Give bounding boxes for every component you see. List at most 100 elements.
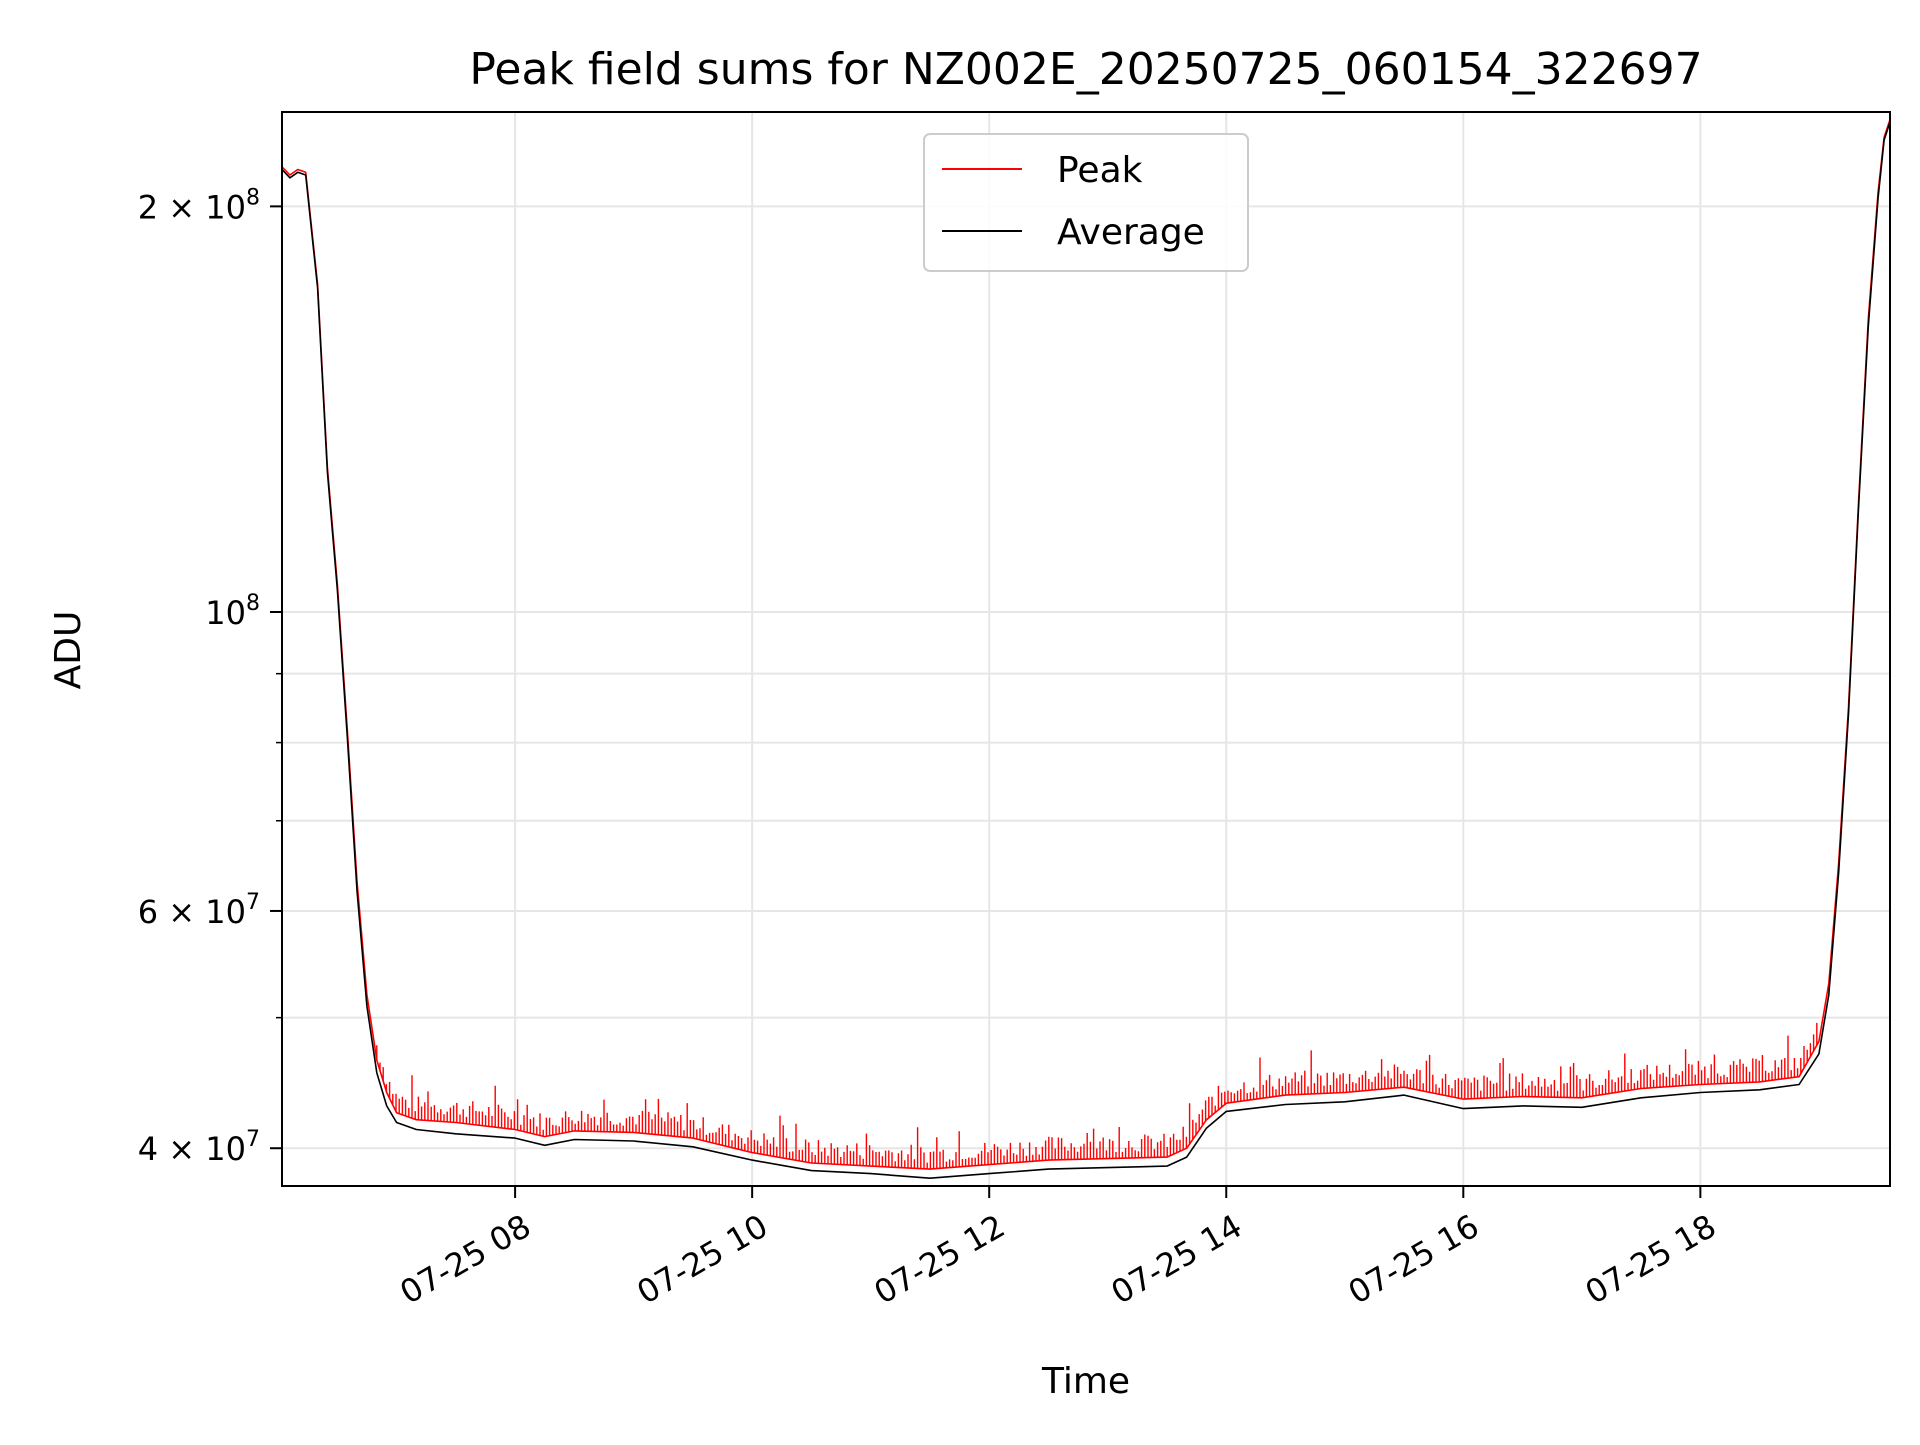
- series-point-average: [1828, 994, 1830, 996]
- series-point-average: [455, 1133, 457, 1135]
- series-point-peak: [376, 1059, 378, 1061]
- series-point-average: [1867, 325, 1869, 327]
- y-tick-label-exponent: 8: [246, 591, 260, 616]
- series-point-average: [317, 287, 319, 289]
- legend: Peak Average: [923, 133, 1249, 272]
- series-point-peak: [1048, 1159, 1050, 1161]
- series-point-average: [1344, 1101, 1346, 1103]
- series-point-average: [356, 891, 358, 893]
- series-point-peak: [929, 1168, 931, 1170]
- series-point-average: [1522, 1105, 1524, 1107]
- series-point-average: [346, 734, 348, 736]
- y-tick-label: 2 × 108: [138, 185, 260, 226]
- series-point-average: [1818, 1053, 1820, 1055]
- series-point-average: [1285, 1104, 1287, 1106]
- series-point-peak: [297, 169, 299, 171]
- x-axis-label: Time: [1041, 1361, 1130, 1402]
- legend-label-peak: Peak: [1057, 150, 1143, 191]
- y-tick-label-exponent: 7: [246, 1127, 260, 1152]
- series-point-peak: [633, 1131, 635, 1133]
- series-point-peak: [573, 1130, 575, 1132]
- series-point-average: [1206, 1127, 1208, 1129]
- legend-label-average: Average: [1057, 212, 1205, 253]
- series-point-average: [1107, 1167, 1109, 1169]
- series-spikes-peak: [376, 1022, 1818, 1169]
- series-point-peak: [751, 1152, 753, 1154]
- series-point-peak: [1462, 1098, 1464, 1100]
- series-point-peak: [455, 1122, 457, 1124]
- chart-title: Peak field sums for NZ002E_20250725_0601…: [469, 44, 1702, 95]
- series-point-average: [692, 1146, 694, 1148]
- series-point-peak: [1759, 1081, 1761, 1083]
- series-point-average: [1798, 1084, 1800, 1086]
- series-point-average: [1462, 1108, 1464, 1110]
- series-point-average: [1048, 1168, 1050, 1170]
- series-point-peak: [1640, 1088, 1642, 1090]
- y-tick-label: 6 × 107: [138, 890, 260, 931]
- series-point-average: [1699, 1092, 1701, 1094]
- series-point-average: [929, 1177, 931, 1179]
- series-line-average: [281, 121, 1891, 1179]
- series-point-average: [396, 1122, 398, 1124]
- series-point-peak: [289, 174, 291, 176]
- y-tick-label-base: 10: [205, 594, 246, 632]
- series-point-average: [1883, 139, 1885, 141]
- series-point-peak: [1798, 1076, 1800, 1078]
- series-point-average: [326, 471, 328, 473]
- series-point-average: [297, 171, 299, 173]
- series-point-peak: [870, 1165, 872, 1167]
- series-point-average: [810, 1170, 812, 1172]
- series-point-peak: [692, 1137, 694, 1139]
- series-point-peak: [305, 171, 307, 173]
- series-point-average: [1838, 872, 1840, 874]
- series-point-average: [573, 1139, 575, 1141]
- series-point-average: [376, 1072, 378, 1074]
- y-tick-label-exponent: 8: [246, 185, 260, 210]
- series-point-peak: [544, 1136, 546, 1138]
- series-point-peak: [810, 1162, 812, 1164]
- series-point-average: [633, 1140, 635, 1142]
- series-point-average: [1186, 1156, 1188, 1158]
- y-tick-label-base: 2 × 10: [138, 188, 246, 226]
- series-point-peak: [988, 1164, 990, 1166]
- series-point-peak: [1699, 1084, 1701, 1086]
- y-tick-label: 4 × 107: [138, 1127, 260, 1168]
- y-tick-label: 108: [205, 591, 260, 632]
- series-point-average: [1403, 1094, 1405, 1096]
- series-point-average: [415, 1129, 417, 1131]
- series-point-peak: [1206, 1119, 1208, 1121]
- series-layer: [281, 119, 1891, 1179]
- series-point-peak: [1166, 1156, 1168, 1158]
- series-point-average: [870, 1173, 872, 1175]
- y-axis-label: ADU: [48, 611, 89, 690]
- y-tick-label-exponent: 7: [246, 890, 260, 915]
- series-point-average: [514, 1137, 516, 1139]
- series-point-peak: [514, 1129, 516, 1131]
- series-line-peak: [281, 119, 1891, 1170]
- series-point-average: [988, 1173, 990, 1175]
- plot-frame: [281, 111, 1891, 1187]
- series-point-average: [386, 1105, 388, 1107]
- series-point-peak: [1107, 1158, 1109, 1160]
- series-point-peak: [386, 1092, 388, 1094]
- series-point-peak: [1344, 1092, 1346, 1094]
- series-point-average: [544, 1144, 546, 1146]
- series-point-peak: [1522, 1096, 1524, 1098]
- series-point-peak: [1818, 1041, 1820, 1043]
- series-point-average: [751, 1159, 753, 1161]
- series-point-peak: [1403, 1086, 1405, 1088]
- series-point-peak: [1285, 1094, 1287, 1096]
- y-tick-label-base: 6 × 10: [138, 893, 246, 931]
- series-point-average: [1225, 1110, 1227, 1112]
- series-point-average: [1581, 1106, 1583, 1108]
- series-point-average: [305, 174, 307, 176]
- y-tick-label-base: 4 × 10: [138, 1130, 246, 1168]
- series-point-peak: [1186, 1147, 1188, 1149]
- series-point-average: [1640, 1097, 1642, 1099]
- series-point-average: [336, 588, 338, 590]
- series-point-average: [289, 177, 291, 179]
- series-point-peak: [1581, 1097, 1583, 1099]
- series-point-average: [366, 1005, 368, 1007]
